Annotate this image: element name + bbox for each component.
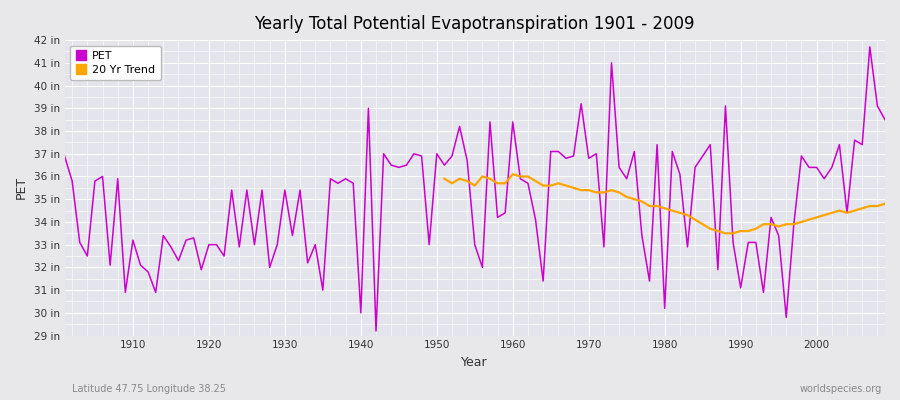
Text: Latitude 47.75 Longitude 38.25: Latitude 47.75 Longitude 38.25 xyxy=(72,384,226,394)
Y-axis label: PET: PET xyxy=(15,176,28,200)
Legend: PET, 20 Yr Trend: PET, 20 Yr Trend xyxy=(70,46,161,80)
Title: Yearly Total Potential Evapotranspiration 1901 - 2009: Yearly Total Potential Evapotranspiratio… xyxy=(255,15,695,33)
X-axis label: Year: Year xyxy=(462,356,488,369)
Text: worldspecies.org: worldspecies.org xyxy=(800,384,882,394)
